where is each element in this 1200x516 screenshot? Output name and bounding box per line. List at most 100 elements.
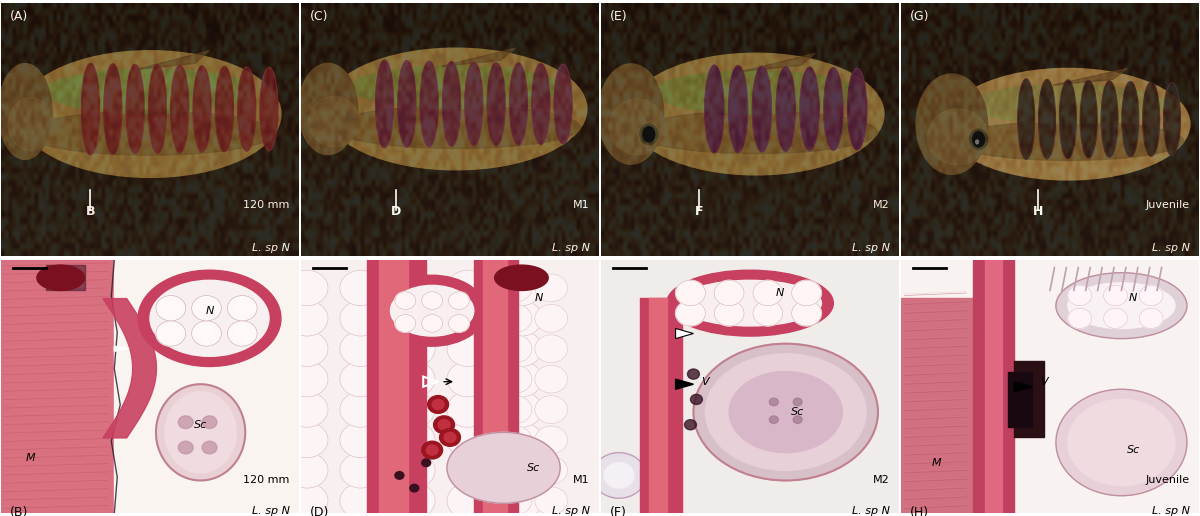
Circle shape xyxy=(1068,308,1092,329)
Circle shape xyxy=(432,399,444,410)
Ellipse shape xyxy=(1102,81,1118,157)
Circle shape xyxy=(395,472,404,479)
Circle shape xyxy=(394,483,436,516)
Ellipse shape xyxy=(149,65,167,153)
Circle shape xyxy=(287,453,328,488)
Circle shape xyxy=(535,335,568,363)
Ellipse shape xyxy=(946,69,1190,180)
Ellipse shape xyxy=(1039,79,1055,159)
FancyBboxPatch shape xyxy=(984,260,1002,513)
Ellipse shape xyxy=(1122,82,1139,157)
Polygon shape xyxy=(114,346,130,351)
Text: M: M xyxy=(932,458,942,467)
Ellipse shape xyxy=(352,66,560,108)
Ellipse shape xyxy=(494,265,548,291)
Circle shape xyxy=(500,270,542,305)
Circle shape xyxy=(752,301,782,326)
Text: F: F xyxy=(695,205,703,218)
Circle shape xyxy=(340,361,382,397)
Text: (E): (E) xyxy=(610,10,628,23)
FancyBboxPatch shape xyxy=(367,260,426,513)
Ellipse shape xyxy=(216,67,233,152)
Text: N: N xyxy=(775,288,784,298)
FancyBboxPatch shape xyxy=(1014,361,1044,438)
Ellipse shape xyxy=(0,63,52,159)
Circle shape xyxy=(394,331,436,366)
Circle shape xyxy=(1139,285,1163,305)
FancyBboxPatch shape xyxy=(901,260,1199,513)
Circle shape xyxy=(714,301,744,326)
Ellipse shape xyxy=(952,121,1183,160)
Circle shape xyxy=(438,420,450,430)
Circle shape xyxy=(535,396,568,424)
Polygon shape xyxy=(1014,382,1032,392)
Circle shape xyxy=(499,457,532,485)
Text: L. sp N: L. sp N xyxy=(252,243,290,253)
Circle shape xyxy=(439,429,461,446)
Circle shape xyxy=(535,487,568,514)
Polygon shape xyxy=(1052,69,1127,85)
Text: Juvenile: Juvenile xyxy=(1146,200,1190,210)
Ellipse shape xyxy=(554,64,572,143)
Circle shape xyxy=(421,441,443,459)
Circle shape xyxy=(500,331,542,366)
Text: L. sp N: L. sp N xyxy=(552,506,590,516)
Ellipse shape xyxy=(1080,80,1097,158)
Circle shape xyxy=(287,331,328,366)
Polygon shape xyxy=(742,53,816,72)
Circle shape xyxy=(444,432,456,443)
FancyBboxPatch shape xyxy=(1008,372,1032,427)
Ellipse shape xyxy=(1056,273,1187,338)
Ellipse shape xyxy=(752,66,772,152)
Ellipse shape xyxy=(331,106,581,149)
Ellipse shape xyxy=(824,68,842,150)
Circle shape xyxy=(792,301,822,326)
Text: N: N xyxy=(205,306,214,316)
Circle shape xyxy=(227,296,257,321)
Ellipse shape xyxy=(464,62,482,146)
Polygon shape xyxy=(676,329,694,338)
Ellipse shape xyxy=(970,130,988,150)
Text: 120 mm: 120 mm xyxy=(244,475,290,486)
Circle shape xyxy=(676,301,706,326)
FancyBboxPatch shape xyxy=(601,260,696,513)
Circle shape xyxy=(426,445,438,455)
Circle shape xyxy=(499,274,532,302)
FancyBboxPatch shape xyxy=(640,298,682,513)
Ellipse shape xyxy=(678,280,822,326)
Circle shape xyxy=(684,420,696,430)
Circle shape xyxy=(340,331,382,366)
Circle shape xyxy=(287,422,328,458)
Ellipse shape xyxy=(25,111,275,155)
Ellipse shape xyxy=(19,51,281,178)
Circle shape xyxy=(690,394,702,405)
Ellipse shape xyxy=(299,63,358,155)
Text: Juvenile: Juvenile xyxy=(1146,475,1190,486)
Ellipse shape xyxy=(667,270,833,336)
Ellipse shape xyxy=(170,66,188,153)
Circle shape xyxy=(394,453,436,488)
Ellipse shape xyxy=(973,132,984,147)
Ellipse shape xyxy=(8,98,54,151)
FancyBboxPatch shape xyxy=(1,260,114,513)
Text: L. sp N: L. sp N xyxy=(552,243,590,253)
Text: N: N xyxy=(1129,293,1138,303)
FancyBboxPatch shape xyxy=(474,260,518,513)
Circle shape xyxy=(340,270,382,305)
Text: Sc: Sc xyxy=(527,463,540,473)
Circle shape xyxy=(535,457,568,485)
Ellipse shape xyxy=(728,66,748,152)
Text: (D): (D) xyxy=(310,506,330,516)
Circle shape xyxy=(535,365,568,393)
Ellipse shape xyxy=(1060,80,1076,158)
Ellipse shape xyxy=(1018,79,1034,159)
FancyBboxPatch shape xyxy=(973,260,1014,513)
Circle shape xyxy=(1068,285,1092,305)
Circle shape xyxy=(1104,285,1127,305)
Ellipse shape xyxy=(156,384,245,480)
Circle shape xyxy=(179,416,193,429)
Ellipse shape xyxy=(487,62,505,145)
Circle shape xyxy=(448,301,488,336)
Circle shape xyxy=(499,365,532,393)
Ellipse shape xyxy=(150,280,269,357)
